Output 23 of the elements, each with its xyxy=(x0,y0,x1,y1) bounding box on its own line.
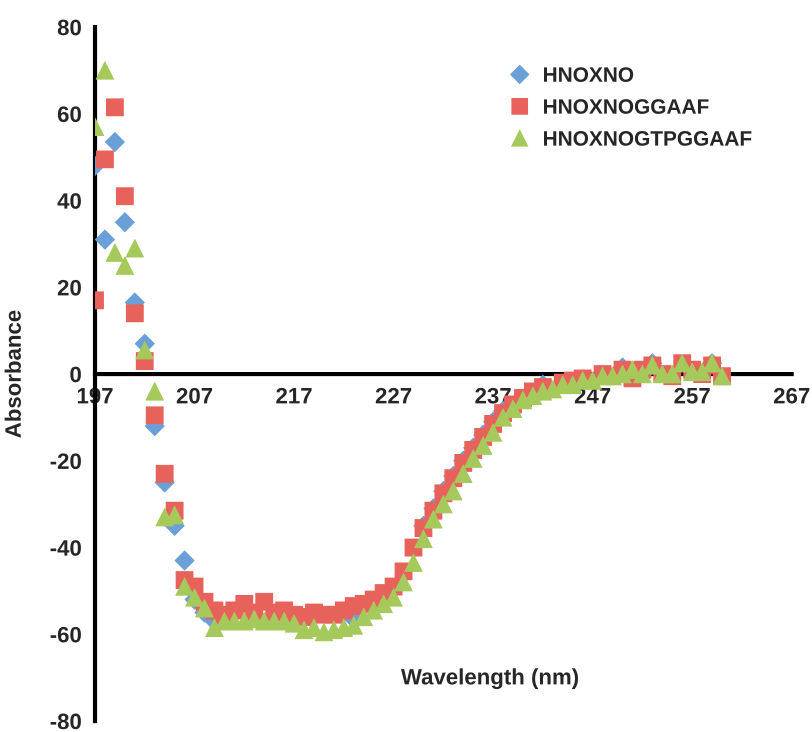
point xyxy=(95,230,115,250)
legend-label: HNOXNO xyxy=(544,67,634,82)
point xyxy=(174,550,195,571)
y-tick-label: -40 xyxy=(50,540,81,556)
y-tick-label: 40 xyxy=(57,193,81,209)
legend-label: HNOXNOGGAAF xyxy=(544,99,709,114)
y-tick-label: 0 xyxy=(70,366,81,382)
y-axis-title: Absorbance xyxy=(4,310,21,438)
y-tick-label: -20 xyxy=(50,453,81,470)
x-tick-label: 227 xyxy=(376,388,412,404)
legend-label: HNOXNOGTPGGAAF xyxy=(544,131,752,146)
x-tick-label: 207 xyxy=(176,388,212,404)
y-tick-label: -80 xyxy=(50,714,81,730)
y-tick-label: 20 xyxy=(58,280,81,296)
y-tick-label: 60 xyxy=(58,106,81,122)
x-axis-title: Wavelength (nm) xyxy=(400,668,578,690)
y-tick-label: 80 xyxy=(58,20,81,36)
x-tick-label: 217 xyxy=(276,388,312,404)
y-tick-label: -60 xyxy=(50,626,81,643)
point xyxy=(104,132,125,152)
point xyxy=(114,212,135,232)
x-tick-label: 257 xyxy=(674,388,710,404)
x-tick-label: 267 xyxy=(774,388,810,404)
